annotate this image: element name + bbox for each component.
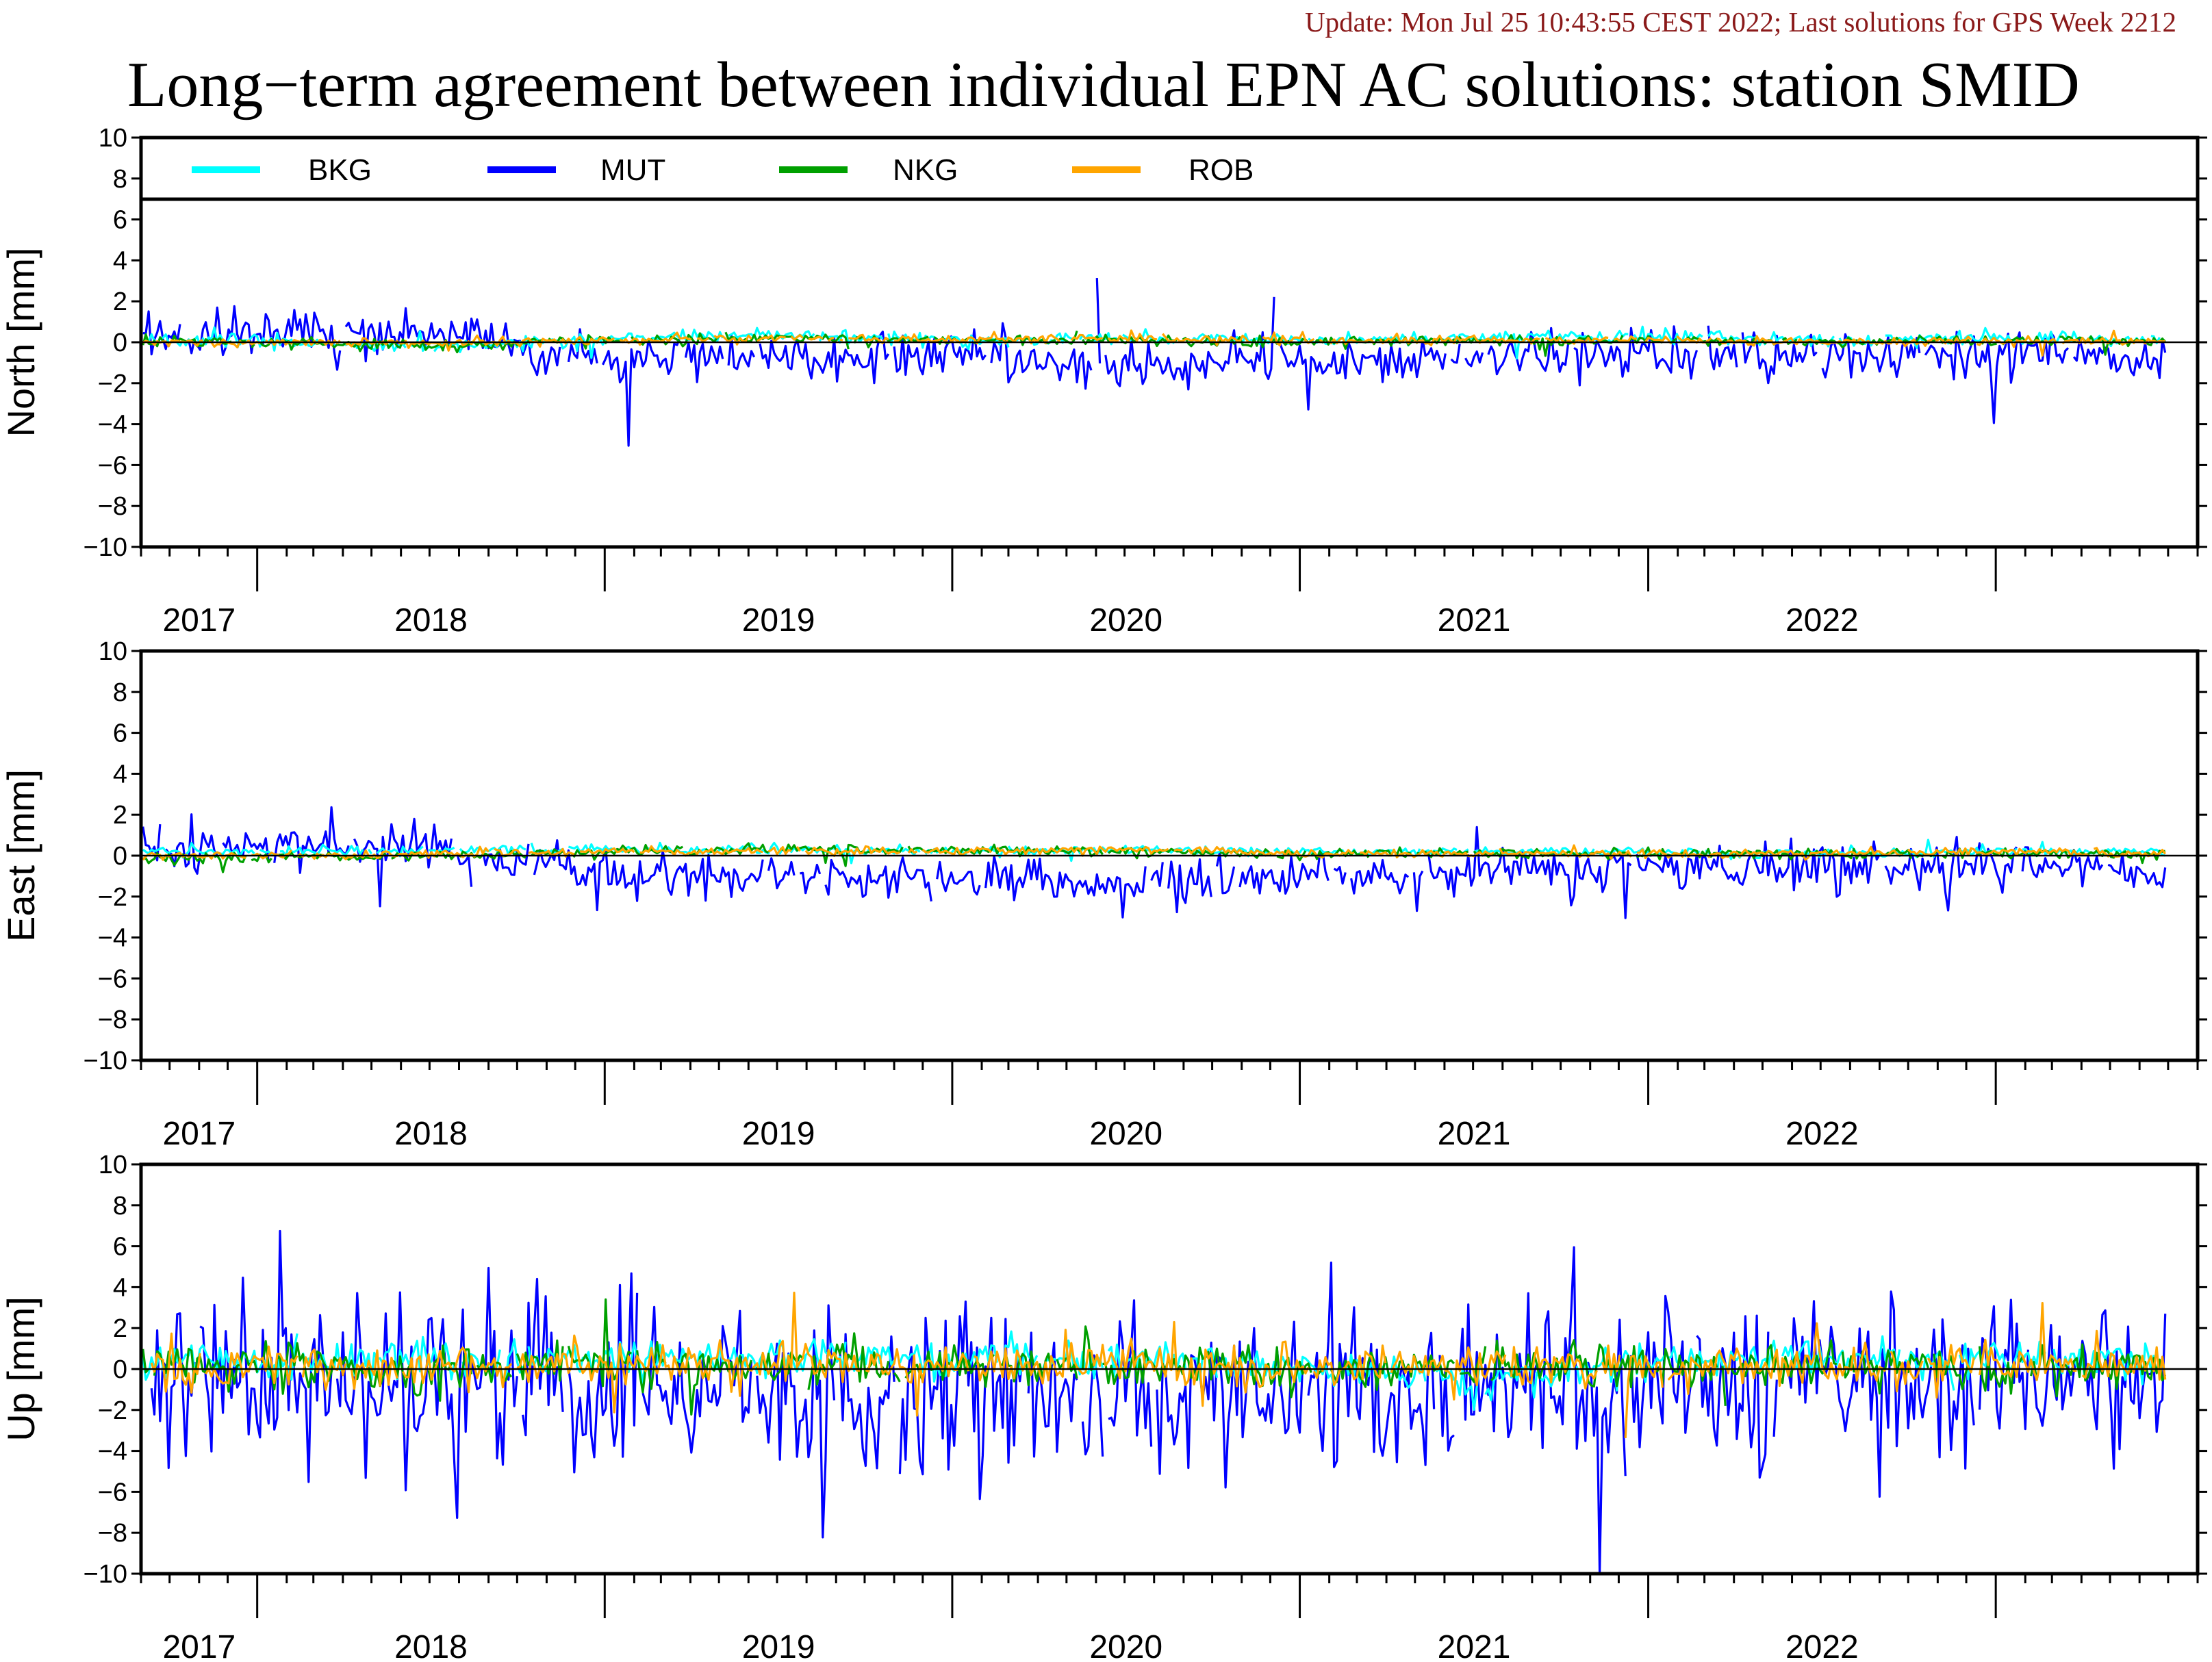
y-tick-label: 8	[113, 165, 127, 194]
y-tick-label: −6	[98, 451, 127, 480]
chart-panel-east: 10 8 6 4 2 0 −2 −4 −6 −8 −10 East [mm] 2017 2018 2019 2…	[0, 637, 2207, 1152]
y-tick-label: −4	[98, 924, 127, 953]
y-tick-label: −8	[98, 1519, 127, 1548]
y-tick-label: −6	[98, 964, 127, 993]
series-rob-line	[150, 1292, 2167, 1438]
x-year-label: 2017	[162, 1629, 236, 1662]
page-title: Long−term agreement between individual E…	[127, 49, 2080, 120]
x-year-label: 2019	[742, 602, 815, 639]
y-tick-label: −8	[98, 1006, 127, 1034]
x-year-label: 2022	[1785, 1116, 1859, 1152]
x-year-label: 2019	[742, 1116, 815, 1152]
series-mut-line	[142, 806, 2167, 919]
y-tick-label: 6	[113, 1233, 127, 1262]
y-tick-label: 10	[99, 637, 127, 666]
x-year-label: 2017	[162, 602, 236, 639]
update-timestamp: Update: Mon Jul 25 10:43:55 CEST 2022; L…	[1304, 6, 2176, 38]
y-tick-label: 2	[113, 1314, 127, 1343]
y-axis-title: Up [mm]	[0, 1296, 42, 1442]
y-axis-title: North [mm]	[0, 248, 42, 437]
y-tick-label: −2	[98, 883, 127, 912]
y-tick-label: −10	[84, 1560, 127, 1589]
y-tick-label: −4	[98, 411, 127, 439]
y-tick-label: 0	[113, 842, 127, 871]
y-tick-label: 4	[113, 1273, 127, 1302]
x-year-label: 2021	[1438, 1629, 1511, 1662]
y-tick-label: 10	[99, 124, 127, 153]
legend-frame	[139, 136, 2200, 201]
chart-panel-north: 10 8 6 4 2 0 −2 −4 −6 −8 −10 North [mm] 2017 2018 2019…	[0, 124, 2207, 639]
legend-label-nkg: NKG	[893, 153, 958, 187]
y-tick-label: 2	[113, 287, 127, 316]
series-rob-line	[142, 329, 2165, 357]
x-year-label: 2019	[742, 1629, 815, 1662]
x-year-label: 2022	[1785, 1629, 1859, 1662]
y-tick-label: −2	[98, 370, 127, 398]
y-tick-label: 8	[113, 678, 127, 707]
y-tick-label: −2	[98, 1396, 127, 1425]
x-year-label: 2020	[1089, 1116, 1162, 1152]
x-year-label: 2020	[1089, 1629, 1162, 1662]
series-mut-line	[142, 278, 2167, 447]
y-tick-label: 4	[113, 760, 127, 789]
y-tick-label: 0	[113, 1355, 127, 1384]
legend-label-mut: MUT	[600, 153, 665, 187]
y-tick-label: 8	[113, 1192, 127, 1220]
y-tick-label: −4	[98, 1437, 127, 1466]
y-tick-label: 6	[113, 206, 127, 235]
y-tick-label: −8	[98, 492, 127, 521]
legend-label-bkg: BKG	[308, 153, 372, 187]
y-tick-label: 0	[113, 329, 127, 357]
y-tick-label: 4	[113, 246, 127, 275]
y-tick-label: −10	[84, 1047, 127, 1075]
y-axis-title: East [mm]	[0, 769, 42, 942]
legend-box	[141, 138, 2198, 199]
y-tick-label: 10	[99, 1151, 127, 1179]
y-tick-label: −10	[84, 533, 127, 562]
x-year-label: 2017	[162, 1116, 236, 1152]
y-tick-label: −6	[98, 1478, 127, 1507]
y-tick-label: 6	[113, 719, 127, 748]
x-year-label: 2020	[1089, 602, 1162, 639]
x-year-label: 2018	[394, 1116, 468, 1152]
x-year-label: 2021	[1438, 602, 1511, 639]
chart-panel-up: 10 8 6 4 2 0 −2 −4 −6 −8 −10 Up [mm] 2017 2018 2019 202…	[0, 1151, 2207, 1662]
legend-label-rob: ROB	[1188, 153, 1254, 187]
y-tick-label: 2	[113, 801, 127, 830]
x-year-label: 2021	[1438, 1116, 1511, 1152]
x-year-label: 2018	[394, 1629, 468, 1662]
series-mut-line	[150, 1229, 2167, 1575]
x-year-label: 2018	[394, 602, 468, 639]
x-year-label: 2022	[1785, 602, 1859, 639]
